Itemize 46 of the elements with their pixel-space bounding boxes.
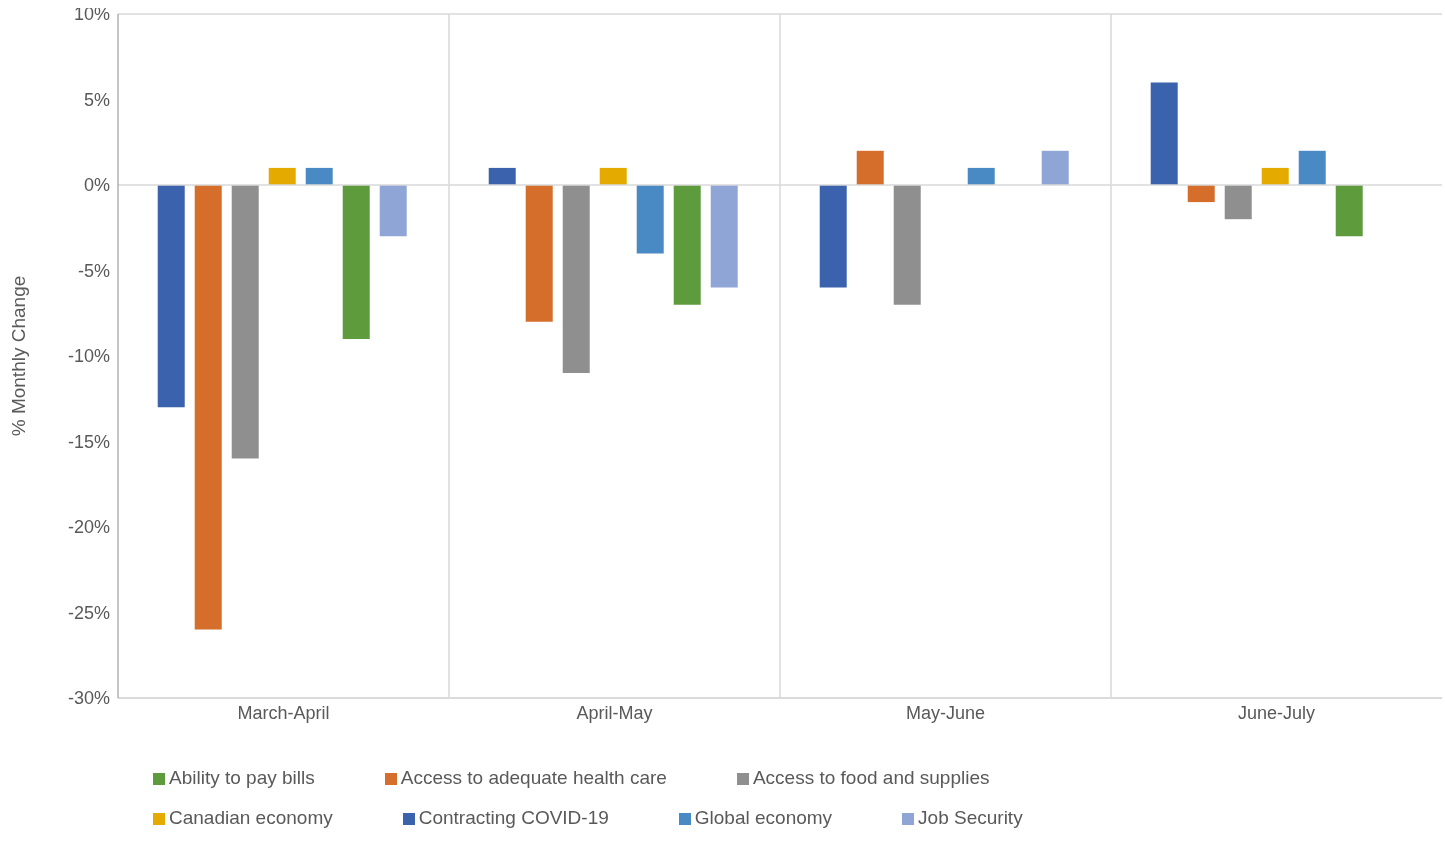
bar (636, 185, 664, 254)
bar (1298, 150, 1326, 185)
bar (194, 185, 222, 630)
bar (710, 185, 738, 288)
bar (562, 185, 590, 374)
bar (342, 185, 370, 339)
y-tick-label: -5% (77, 260, 110, 281)
bar (1041, 150, 1069, 185)
bar (379, 185, 407, 237)
x-tick-label: April-May (576, 702, 653, 723)
bar (599, 167, 627, 185)
y-tick-label: -15% (67, 431, 110, 452)
y-tick-label: -20% (67, 517, 110, 538)
legend-label: Ability to pay bills (169, 767, 315, 788)
y-tick-label: -25% (67, 602, 110, 623)
x-tick-label: March-April (237, 702, 330, 723)
y-axis-title: % Monthly Change (7, 275, 29, 437)
bar (157, 185, 185, 408)
x-tick-label: June-July (1237, 702, 1316, 723)
y-tick-label: 10% (73, 4, 110, 25)
legend-label: Global economy (694, 807, 833, 828)
bar (893, 185, 921, 305)
y-tick-label: -10% (67, 346, 110, 367)
bar (1187, 185, 1215, 203)
bar (1335, 185, 1363, 237)
legend-label: Access to food and supplies (752, 767, 990, 788)
y-tick-label: -30% (67, 688, 110, 709)
y-tick-label: 5% (83, 89, 110, 110)
bar (231, 185, 259, 459)
bar (525, 185, 553, 322)
bar (488, 167, 516, 185)
bar (268, 167, 296, 185)
bar (1150, 82, 1178, 185)
bar (856, 150, 884, 185)
x-tick-label: May-June (905, 702, 986, 723)
legend-label: Job Security (918, 807, 1023, 828)
bar (305, 167, 333, 185)
bar (1261, 167, 1289, 185)
legend-label: Contracting COVID-19 (418, 807, 609, 828)
bar (967, 167, 995, 185)
bar (819, 185, 847, 288)
y-tick-label: 0% (83, 175, 110, 196)
legend-label: Canadian economy (169, 807, 333, 828)
legend-label: Access to adequate health care (400, 767, 667, 788)
bar (673, 185, 701, 305)
bar (1224, 185, 1252, 220)
